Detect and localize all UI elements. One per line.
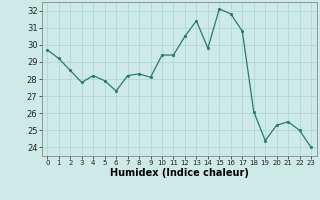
X-axis label: Humidex (Indice chaleur): Humidex (Indice chaleur) xyxy=(110,168,249,178)
